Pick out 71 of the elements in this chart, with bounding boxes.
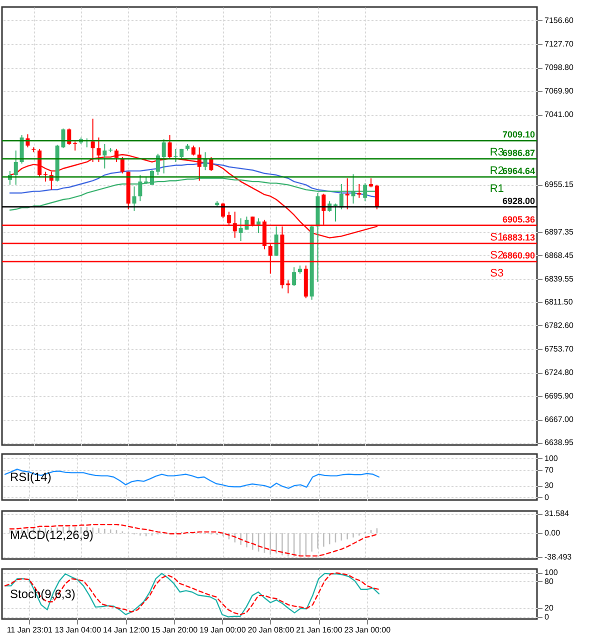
candlestick xyxy=(168,134,172,160)
text: RSI(14) xyxy=(10,470,52,484)
candlestick xyxy=(292,266,296,286)
y-tick-label: 7098.80 xyxy=(544,63,574,72)
text: 6905.36 xyxy=(502,214,535,224)
y-tick-label: 7041.00 xyxy=(544,110,574,120)
ref-line-label: S1 xyxy=(490,231,504,244)
y-tick-label: 20 xyxy=(544,603,554,612)
text: 7009.10 xyxy=(502,130,535,140)
y-tick-label: 7127.70 xyxy=(544,39,574,48)
y-tick-label: 7069.90 xyxy=(544,86,574,96)
y-tick-label: 6811.50 xyxy=(544,297,574,306)
line-series xyxy=(9,524,378,557)
x-tick-label: 11 Jan 23:01 xyxy=(6,626,54,633)
y-tick-label: 6638.95 xyxy=(544,438,574,448)
candlestick xyxy=(357,183,362,198)
ref-line-label: R3 xyxy=(490,146,504,159)
y-tick-label: 70 xyxy=(544,465,554,474)
y-tick-label: 6695.90 xyxy=(544,392,574,401)
y-tick-label: 31.584 xyxy=(544,509,570,518)
candlestick xyxy=(102,144,107,169)
y-tick-label: 80 xyxy=(544,576,554,586)
text: MACD(12,26,9) xyxy=(10,528,94,542)
candlestick xyxy=(333,203,338,222)
y-tick-label: 6955.15 xyxy=(544,180,574,190)
ref-line-label: S3 xyxy=(490,268,504,280)
candlestick xyxy=(363,182,368,202)
x-tick-label: 14 Jan 12:00 xyxy=(103,626,150,633)
x-tick-label: 20 Jan 08:00 xyxy=(248,626,295,633)
candlestick xyxy=(345,178,350,210)
candlestick xyxy=(286,280,290,294)
candlestick xyxy=(209,156,214,172)
candlestick xyxy=(256,218,261,234)
text: 6964.64 xyxy=(502,166,535,176)
y-tick-label: 6724.80 xyxy=(544,368,574,378)
candlestick xyxy=(203,152,208,171)
candlestick xyxy=(43,171,48,182)
y-tick-label: 6839.55 xyxy=(544,274,574,284)
ref-line-label: R1 xyxy=(490,182,504,195)
y-tick-label: -38.493 xyxy=(544,552,572,562)
y-tick-label: 0.00 xyxy=(544,528,561,538)
candlestick xyxy=(162,138,166,174)
y-tick-label: 6667.00 xyxy=(544,415,574,424)
text: 6860.90 xyxy=(502,250,535,261)
line-series xyxy=(4,468,380,489)
x-tick-label: 19 Jan 00:00 xyxy=(200,626,246,633)
ref-line-label: R2 xyxy=(490,164,504,177)
y-tick-label: 7156.60 xyxy=(544,16,574,25)
x-tick-label: 13 Jan 04:00 xyxy=(54,626,102,633)
text: 6986.87 xyxy=(502,148,535,158)
y-tick-label: 30 xyxy=(544,481,554,490)
y-tick-label: 6753.70 xyxy=(544,344,574,354)
text: 6883.13 xyxy=(502,232,535,242)
candlestick xyxy=(132,186,136,212)
y-tick-label: 6868.45 xyxy=(544,250,574,260)
y-tick-label: 6897.35 xyxy=(544,227,574,236)
candlestick xyxy=(374,184,379,210)
candlestick xyxy=(14,150,18,186)
y-tick-label: 6782.60 xyxy=(544,320,574,330)
candlestick xyxy=(191,145,196,156)
x-tick-label: 23 Jan 00:00 xyxy=(344,626,392,633)
y-tick-label: 100 xyxy=(544,454,558,463)
candlestick xyxy=(120,156,124,174)
x-tick-label: 15 Jan 20:00 xyxy=(151,626,198,633)
x-tick-label: 21 Jan 16:00 xyxy=(296,626,343,633)
y-tick-label: 0 xyxy=(544,612,550,622)
y-tick-label: 0 xyxy=(544,492,550,502)
candlestick xyxy=(274,226,278,256)
ref-line-label: S2 xyxy=(490,249,504,262)
y-tick-label: 100 xyxy=(544,568,558,578)
text: 6928.00 xyxy=(502,196,535,206)
